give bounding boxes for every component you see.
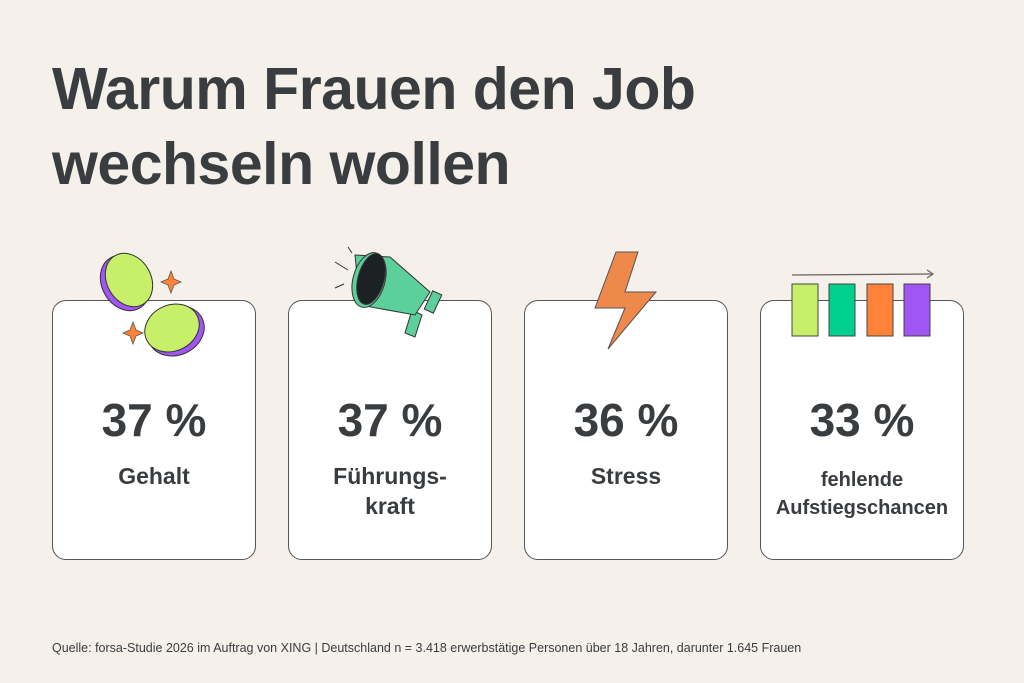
title-line-2: wechseln wollen xyxy=(52,131,511,197)
percent-value: 36 % xyxy=(573,394,679,446)
megaphone-icon xyxy=(334,246,443,338)
title-line-1: Warum Frauen den Job xyxy=(52,56,696,122)
page-title: Warum Frauen den Job wechseln wollen xyxy=(52,52,696,202)
percent-value: 37 % xyxy=(337,394,443,446)
lightning-icon xyxy=(594,251,658,350)
coins-icon xyxy=(99,252,205,357)
card-stress: 36 % Stress xyxy=(524,300,728,560)
card-label: Gehalt xyxy=(118,463,190,489)
card-label: fehlende Aufstiegschancen xyxy=(775,469,949,519)
card-label: Führungs-kraft xyxy=(333,463,447,519)
percent-value: 33 % xyxy=(809,394,915,446)
card-label: Stress xyxy=(590,463,662,489)
source-note: Quelle: forsa-Studie 2026 im Auftrag von… xyxy=(52,641,802,655)
card-fuehrungskraft: 37 % Führungs-kraft xyxy=(288,300,492,560)
bars-arrow-icon xyxy=(791,269,935,337)
percent-value: 37 % xyxy=(101,394,207,446)
card-aufstiegschancen: 33 % fehlende Aufstiegschancen xyxy=(760,300,964,560)
